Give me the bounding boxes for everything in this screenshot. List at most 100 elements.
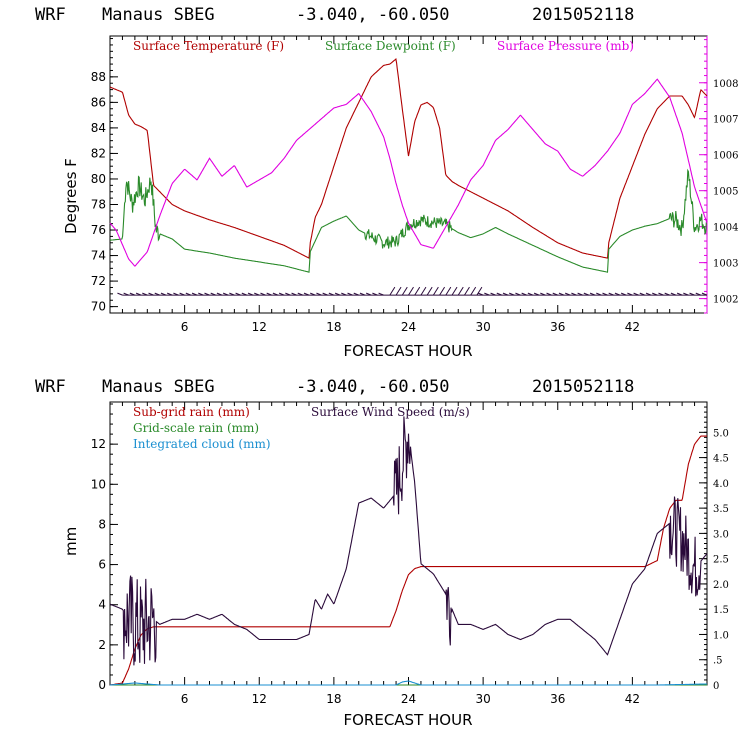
wind-barb — [464, 286, 470, 296]
bottom-y-right-label: .5 — [713, 656, 723, 667]
bottom-legend-integrated-cloud: Integrated cloud (mm) — [133, 437, 271, 451]
top-x-label: 6 — [181, 320, 189, 334]
wind-barb — [117, 292, 123, 296]
top-y-left-label: 70 — [91, 300, 106, 314]
top-legend-pressure: Surface Pressure (mb) — [497, 39, 634, 53]
top-title-model: WRF — [35, 5, 66, 25]
bottom-legend-subgrid-rain: Sub-grid rain (mm) — [133, 405, 250, 419]
wind-barb — [414, 286, 421, 296]
bottom-y-left-label: 8 — [98, 517, 106, 531]
wind-barb — [476, 286, 483, 296]
top-y-right-label: 1008 — [713, 79, 738, 90]
top-series-group — [109, 58, 708, 296]
bottom-right-tick-labels: 0 .5 1.0 1.5 2.0 2.5 3.0 3.5 4.0 4.5 5.0 — [713, 428, 729, 692]
wind-barb — [401, 286, 408, 296]
bottom-legend: Sub-grid rain (mm) Surface Wind Speed (m… — [133, 405, 470, 451]
bottom-y-right-label: 5.0 — [713, 428, 729, 439]
top-y-right-label: 1003 — [713, 259, 738, 270]
top-x-label: 30 — [475, 320, 490, 334]
top-series-surface-wind-barbs — [117, 286, 708, 296]
bottom-legend-gridscale-rain: Grid-scale rain (mm) — [133, 421, 259, 435]
bottom-y-right-label: 2.5 — [713, 555, 729, 566]
top-x-label: 18 — [326, 320, 341, 334]
top-y-left-label: 82 — [91, 146, 106, 160]
top-x-label: 24 — [401, 320, 416, 334]
top-title-station: Manaus SBEG — [102, 5, 215, 25]
top-legend-dewpoint: Surface Dewpoint (F) — [325, 39, 456, 53]
bottom-title-coords: -3.040, -60.050 — [296, 377, 450, 397]
top-series-surface-temperature-f — [109, 58, 708, 259]
top-y-right-label: 1006 — [713, 151, 738, 162]
bottom-y-left-label: 4 — [98, 598, 106, 612]
bottom-title-station: Manaus SBEG — [102, 377, 215, 397]
bottom-y-right-label: 4.0 — [713, 479, 729, 490]
bottom-x-label: 42 — [625, 692, 640, 706]
top-y-right-label: 1005 — [713, 187, 738, 198]
bottom-y-right-label: 2.0 — [713, 580, 729, 591]
bottom-series-sub-grid-rain-mm — [109, 435, 707, 686]
bottom-y-right-label: 3.0 — [713, 529, 729, 540]
bottom-ylabel: mm — [62, 527, 80, 556]
bottom-title-model: WRF — [35, 377, 66, 397]
top-chart-title: WRF Manaus SBEG -3.040, -60.050 20150521… — [35, 5, 634, 25]
bottom-chart-title: WRF Manaus SBEG -3.040, -60.050 20150521… — [35, 377, 634, 397]
bottom-left-tick-labels: 0 2 4 6 8 10 12 — [91, 437, 106, 692]
top-right-tick-labels: 1002 1003 1004 1005 1006 1007 1008 — [713, 79, 738, 306]
top-title-coords: -3.040, -60.050 — [296, 5, 450, 25]
wind-barb — [389, 286, 396, 296]
bottom-legend-wind-speed: Surface Wind Speed (m/s) — [311, 405, 470, 419]
top-y-left-label: 78 — [91, 197, 106, 211]
bottom-xlabel: FORECAST HOUR — [343, 711, 472, 729]
top-series-surface-dewpoint-f — [110, 168, 708, 273]
top-x-label: 36 — [550, 320, 565, 334]
top-y-left-label: 88 — [91, 70, 106, 84]
top-x-label: 42 — [625, 320, 640, 334]
bottom-y-left-label: 0 — [98, 678, 106, 692]
bottom-x-label: 18 — [326, 692, 341, 706]
bottom-title-run: 2015052118 — [532, 377, 634, 397]
top-axis-ticks — [110, 36, 707, 314]
wind-barb — [395, 286, 402, 296]
top-x-tick-labels: 6 12 18 24 30 36 42 — [181, 320, 640, 334]
bottom-series-surface-wind-speed-m-s — [109, 416, 708, 666]
bottom-y-left-label: 10 — [91, 477, 106, 491]
top-y-right-label: 1007 — [713, 115, 738, 126]
wind-barb — [408, 286, 414, 296]
top-y-right-label: 1002 — [713, 295, 738, 306]
bottom-y-right-label: 1.0 — [713, 630, 729, 641]
top-series-surface-pressure-mb — [109, 78, 708, 267]
top-legend-temperature: Surface Temperature (F) — [133, 39, 284, 53]
bottom-x-label: 30 — [475, 692, 490, 706]
bottom-x-label: 6 — [181, 692, 189, 706]
bottom-y-left-label: 12 — [91, 437, 106, 451]
top-x-label: 12 — [252, 320, 267, 334]
top-y-left-label: 86 — [91, 95, 106, 109]
bottom-x-tick-labels: 6 12 18 24 30 36 42 — [181, 692, 640, 706]
bottom-y-right-label: 0 — [713, 681, 719, 692]
bottom-x-label: 36 — [550, 692, 565, 706]
wind-barb — [420, 286, 427, 296]
top-y-left-label: 80 — [91, 172, 106, 186]
wind-barb — [432, 286, 439, 296]
top-legend: Surface Temperature (F) Surface Dewpoint… — [133, 39, 634, 53]
bottom-x-label: 24 — [401, 692, 416, 706]
top-left-tick-labels: 70 72 74 76 78 80 82 84 86 88 — [91, 70, 106, 314]
top-y-left-label: 72 — [91, 274, 106, 288]
bottom-y-right-label: 4.5 — [713, 454, 729, 465]
bottom-x-label: 12 — [252, 692, 267, 706]
wind-barb — [451, 286, 458, 296]
top-y-left-label: 84 — [91, 121, 106, 135]
top-ylabel: Degrees F — [62, 158, 80, 234]
top-y-left-label: 74 — [91, 249, 106, 263]
top-title-run: 2015052118 — [532, 5, 634, 25]
bottom-y-left-label: 2 — [98, 638, 106, 652]
top-y-right-label: 1004 — [713, 223, 738, 234]
bottom-series-group — [109, 416, 708, 686]
wind-barb — [470, 286, 477, 296]
wind-barb — [457, 286, 464, 296]
top-xlabel: FORECAST HOUR — [343, 342, 472, 360]
top-y-left-label: 76 — [91, 223, 106, 237]
wind-barb — [439, 286, 446, 296]
wind-barb — [426, 286, 433, 296]
